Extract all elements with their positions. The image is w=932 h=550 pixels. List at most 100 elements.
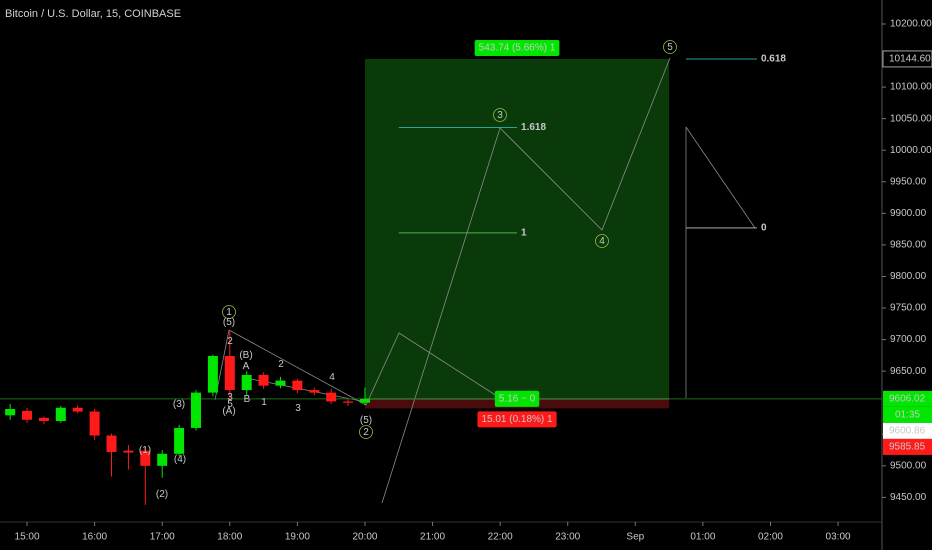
y-tick-label: 9500.00	[890, 460, 927, 471]
candle-body	[38, 417, 49, 422]
candle-body	[326, 392, 337, 402]
wave-label: (2)	[156, 489, 168, 500]
wave-circle	[663, 40, 677, 54]
x-tick-label: 22:00	[488, 532, 513, 543]
wave-circle	[595, 234, 609, 248]
y-tick-label: 10100.00	[890, 82, 932, 93]
candle-body	[106, 435, 117, 452]
candle-body	[5, 409, 16, 416]
chart-title: Bitcoin / U.S. Dollar, 15, COINBASE	[5, 8, 181, 20]
entry-label: 5.16 ~ 0	[499, 394, 536, 405]
wave-label: (A)	[222, 406, 235, 417]
x-tick-label: 20:00	[352, 532, 377, 543]
y-tick-label: 9850.00	[890, 240, 927, 251]
candle-body	[55, 407, 66, 422]
x-tick-label: 03:00	[826, 532, 851, 543]
wave-label: 1	[226, 307, 232, 318]
y-tick-label: 9700.00	[890, 334, 927, 345]
x-tick-label: 01:00	[690, 532, 715, 543]
price-tag-bg	[883, 390, 932, 407]
candle-body	[72, 407, 83, 412]
wave-label: (4)	[174, 454, 186, 465]
candle-body	[191, 392, 201, 428]
target-zone	[364, 58, 670, 399]
wave-label: B	[244, 394, 251, 405]
candle-body	[157, 453, 168, 466]
countdown: 01:35	[895, 410, 920, 421]
price-tag-bg	[883, 438, 932, 455]
x-tick-label: Sep	[626, 532, 644, 543]
candle-body	[89, 411, 100, 436]
wave-label: 2	[363, 427, 369, 438]
stop-label-bg	[477, 411, 557, 428]
candle-body	[292, 380, 303, 391]
price-tag-bg	[883, 422, 932, 439]
wave-circle	[493, 108, 507, 122]
wave-circle	[359, 425, 373, 439]
wave-label: 4	[329, 372, 335, 383]
y-tick-label: 9450.00	[890, 492, 927, 503]
wave-label: 5	[227, 399, 233, 410]
x-tick-label: 17:00	[150, 532, 175, 543]
y-tick-label: 9750.00	[890, 303, 927, 314]
fib-label: 0	[761, 223, 767, 234]
fib-label: 1.618	[521, 122, 546, 133]
candle-body	[207, 355, 218, 393]
y-tick-label: 9950.00	[890, 176, 927, 187]
y-tick-label: 10050.00	[890, 113, 932, 124]
x-tick-label: 23:00	[555, 532, 580, 543]
wave-label: 2	[278, 359, 284, 370]
x-tick-label: 02:00	[758, 532, 783, 543]
wave-label: 5	[667, 42, 673, 53]
candle-body	[140, 450, 151, 466]
wave-circle	[222, 305, 236, 319]
candle-body	[359, 398, 370, 403]
price-tag: 9600.86	[889, 426, 926, 437]
candle-body	[174, 427, 185, 454]
candle-body	[123, 450, 134, 453]
price-tag: 9585.85	[889, 442, 926, 453]
wave-label: (1)	[139, 445, 151, 456]
candle-body	[258, 374, 269, 386]
drawing-layer	[364, 58, 670, 409]
wave-label: 3	[295, 403, 301, 414]
candle-body	[22, 410, 33, 420]
target-label: 543.74 (5.66%) 1	[479, 43, 556, 54]
wave-label: 3	[227, 392, 233, 403]
x-tick-label: 15:00	[15, 532, 40, 543]
entry-label-bg	[494, 390, 540, 407]
wave-label: 1	[261, 397, 267, 408]
x-tick-label: 16:00	[82, 532, 107, 543]
price-tag: 10144.60	[889, 54, 931, 65]
fib-label: 0.618	[761, 54, 786, 65]
x-tick-label: 19:00	[285, 532, 310, 543]
x-tick-label: 18:00	[217, 532, 242, 543]
target-label-bg	[474, 39, 560, 56]
y-tick-label: 9650.00	[890, 366, 927, 377]
candle-body	[343, 401, 354, 403]
candle-body	[224, 355, 235, 391]
countdown-bg	[883, 406, 932, 423]
y-tick-label: 10000.00	[890, 145, 932, 156]
wave-label: (3)	[173, 399, 185, 410]
price-tag-bg	[882, 50, 932, 68]
wave-label: 4	[599, 236, 605, 247]
candle-body	[309, 390, 320, 393]
y-tick-label: 10200.00	[890, 19, 932, 30]
fib-label: 1	[521, 228, 527, 239]
wave-label: A	[243, 361, 250, 372]
price-tag: 9606.02	[889, 394, 926, 405]
y-tick-label: 9900.00	[890, 208, 927, 219]
wave-label: 3	[497, 110, 503, 121]
stop-label: 15.01 (0.18%) 1	[481, 414, 553, 425]
wave-label: (B)	[239, 350, 252, 361]
wave-line	[381, 57, 671, 504]
x-tick-label: 21:00	[420, 532, 445, 543]
wave-line	[365, 332, 501, 406]
wave-label: (5)	[223, 317, 235, 328]
candle-body	[241, 374, 252, 391]
wave-label: (5)	[360, 415, 372, 426]
y-tick-label: 9800.00	[890, 271, 927, 282]
wave-label: 2	[227, 336, 233, 347]
